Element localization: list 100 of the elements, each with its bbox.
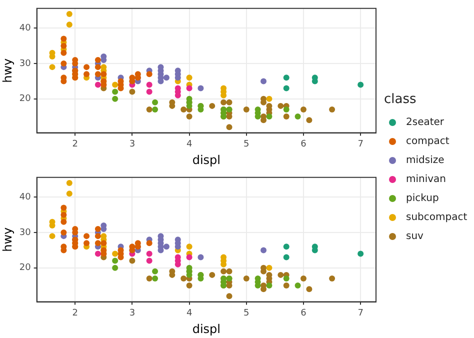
point xyxy=(358,82,364,88)
legend-label: pickup xyxy=(406,193,439,204)
point xyxy=(186,114,192,120)
point xyxy=(186,74,192,81)
point xyxy=(60,218,67,225)
y-tick-label: 20 xyxy=(19,94,32,104)
point xyxy=(94,233,101,240)
point xyxy=(94,240,101,246)
point xyxy=(84,240,90,246)
point xyxy=(152,99,158,106)
point xyxy=(112,96,118,102)
x-tick-label: 5 xyxy=(244,308,250,319)
point xyxy=(129,88,136,95)
point xyxy=(146,240,152,246)
point xyxy=(94,82,101,88)
point xyxy=(226,124,232,130)
point xyxy=(186,244,192,250)
legend-label: minivan xyxy=(406,174,446,185)
point xyxy=(146,250,152,257)
point xyxy=(163,74,170,81)
point xyxy=(306,117,312,124)
y-tick-label: 40 xyxy=(19,24,32,34)
point xyxy=(186,85,192,92)
x-tick-label: 2 xyxy=(72,308,78,319)
point xyxy=(49,233,56,240)
point xyxy=(260,78,267,84)
point xyxy=(94,64,101,70)
point xyxy=(186,282,192,289)
point xyxy=(112,250,118,257)
point xyxy=(146,106,152,112)
point xyxy=(283,275,290,282)
point xyxy=(198,85,204,92)
point xyxy=(266,282,272,289)
point xyxy=(94,250,101,257)
x-axis-title: displ xyxy=(192,322,221,336)
point xyxy=(180,106,187,112)
point xyxy=(84,233,90,240)
point xyxy=(283,74,290,81)
legend-label: compact xyxy=(406,136,450,147)
point xyxy=(278,272,284,278)
point xyxy=(60,42,67,49)
y-tick-label: 40 xyxy=(19,192,32,203)
point xyxy=(329,275,336,282)
point xyxy=(243,275,250,282)
point xyxy=(94,226,101,232)
legend-label: midsize xyxy=(406,155,444,166)
point xyxy=(300,275,306,282)
y-tick-label: 30 xyxy=(19,58,32,69)
point xyxy=(294,282,301,289)
point xyxy=(60,36,67,42)
point xyxy=(266,264,272,271)
point xyxy=(152,106,158,112)
point xyxy=(283,106,290,112)
y-tick-label: 30 xyxy=(19,228,32,238)
point xyxy=(163,244,170,250)
point xyxy=(329,106,336,112)
point xyxy=(300,106,306,112)
point xyxy=(146,71,152,78)
x-tick-label: 7 xyxy=(358,140,364,150)
point xyxy=(94,71,101,78)
point xyxy=(294,114,301,120)
x-tick-label: 4 xyxy=(186,308,192,319)
point xyxy=(84,64,90,70)
y-tick-label: 20 xyxy=(19,263,32,274)
x-axis-title: displ xyxy=(192,152,221,167)
point xyxy=(60,204,67,211)
point xyxy=(84,71,90,78)
point xyxy=(283,244,290,250)
point xyxy=(186,254,192,260)
point xyxy=(146,82,152,88)
point xyxy=(283,254,290,260)
point xyxy=(180,275,187,282)
point xyxy=(49,64,56,70)
point xyxy=(112,82,118,88)
legend-label: 2seater xyxy=(406,117,444,128)
x-tick-label: 6 xyxy=(300,140,307,150)
x-tick-label: 6 xyxy=(300,308,307,319)
point xyxy=(198,254,204,260)
point xyxy=(112,88,118,95)
point xyxy=(146,258,152,264)
point xyxy=(112,264,118,271)
point xyxy=(283,282,290,289)
point xyxy=(283,114,290,120)
point xyxy=(266,96,272,102)
point xyxy=(220,268,227,274)
point xyxy=(129,258,136,264)
point xyxy=(283,85,290,92)
point xyxy=(226,268,232,274)
point xyxy=(243,106,250,112)
point xyxy=(220,99,227,106)
point xyxy=(112,258,118,264)
point xyxy=(60,60,67,67)
point xyxy=(306,286,312,292)
point xyxy=(278,102,284,109)
legend-title: class xyxy=(384,92,418,107)
x-tick-label: 3 xyxy=(129,308,136,319)
point xyxy=(146,275,152,282)
point xyxy=(209,272,216,278)
point xyxy=(94,57,101,63)
legend-label: suv xyxy=(406,231,424,242)
